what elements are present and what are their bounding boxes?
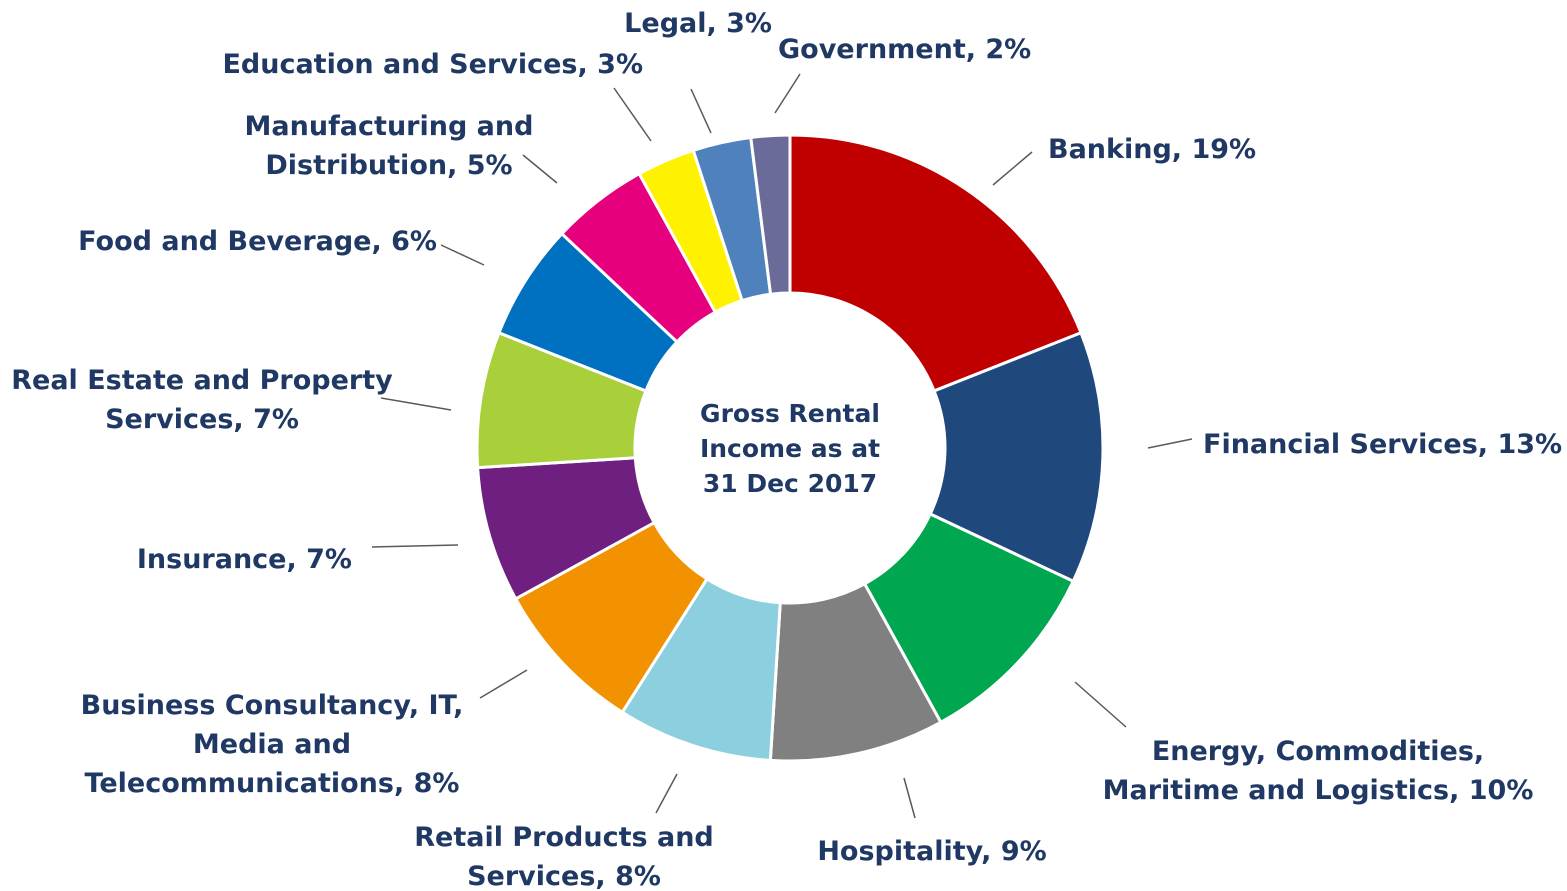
slice-1 — [788, 133, 1083, 393]
slice-label-5: Retail Products and Services, 8% — [414, 822, 714, 891]
slice-label-line: Energy, Commodities, — [1152, 736, 1484, 767]
slice-label-line: Media and — [193, 729, 351, 760]
slice-label-line: Distribution, 5% — [265, 150, 512, 181]
center-label-line: 31 Dec 2017 — [703, 469, 877, 498]
slice-2 — [928, 330, 1105, 584]
slice-label-line: Education and Services, 3% — [222, 49, 643, 80]
slice-label-1: Banking, 19% — [1048, 134, 1256, 165]
slice-label-3: Energy, Commodities, Maritime and Logisti… — [1103, 736, 1534, 806]
slice-label-line: Maritime and Logistics, 10% — [1103, 775, 1534, 806]
leader-line-4 — [903, 777, 916, 819]
slice-label-line: Business Consultancy, IT, — [81, 690, 464, 721]
slice-label-6: Business Consultancy, IT, Media and Teleco… — [81, 690, 464, 799]
slice-label-line: Food and Beverage, 6% — [78, 226, 437, 257]
slice-label-line: Financial Services, 13% — [1203, 429, 1562, 460]
slice-13 — [749, 133, 792, 296]
slice-label-8: Real Estate and Property Services, 7% — [11, 365, 393, 435]
slice-label-7: Insurance, 7% — [137, 544, 352, 575]
center-label: Gross Rental Income as at 31 Dec 2017 — [700, 399, 880, 498]
slice-label-9: Food and Beverage, 6% — [78, 226, 437, 257]
slice-label-10: Manufacturing and Distribution, 5% — [245, 111, 534, 181]
slice-label-line: Government, 2% — [778, 34, 1031, 65]
slice-label-line: Retail Products and — [414, 822, 714, 853]
leader-line-13 — [774, 73, 801, 114]
slice-label-12: Legal, 3% — [624, 8, 772, 39]
slice-label-line: Telecommunications, 8% — [85, 768, 460, 799]
slice-label-line: Hospitality, 9% — [817, 836, 1046, 867]
slice-label-line: Manufacturing and — [245, 111, 534, 142]
leader-line-2 — [1147, 438, 1193, 449]
slice-label-line: Insurance, 7% — [137, 544, 352, 575]
leader-line-8 — [380, 397, 452, 411]
donut-slices — [475, 133, 1105, 763]
leader-lines — [371, 73, 1193, 819]
leader-line-5 — [655, 773, 678, 814]
leader-line-12 — [690, 88, 712, 134]
slice-label-4: Hospitality, 9% — [817, 836, 1046, 867]
leader-line-3 — [1074, 681, 1127, 728]
slice-labels: Banking, 19% Financial Services, 13% Energ… — [11, 8, 1562, 891]
leader-line-1 — [992, 151, 1033, 186]
slice-label-line: Services, 7% — [105, 404, 299, 435]
leader-line-10 — [522, 154, 558, 184]
slice-label-line: Services, 8% — [467, 861, 661, 891]
slice-label-13: Government, 2% — [778, 34, 1031, 65]
slice-label-line: Real Estate and Property — [11, 365, 393, 396]
slice-label-2: Financial Services, 13% — [1203, 429, 1562, 460]
slice-label-line: Banking, 19% — [1048, 134, 1256, 165]
center-label-line: Gross Rental — [700, 399, 880, 428]
slice-label-11: Education and Services, 3% — [222, 49, 643, 80]
leader-line-6 — [479, 669, 528, 699]
slice-label-line: Legal, 3% — [624, 8, 772, 39]
leader-line-7 — [371, 544, 459, 548]
center-label-line: Income as at — [700, 434, 880, 463]
leader-line-11 — [613, 87, 652, 142]
leader-line-9 — [440, 244, 485, 266]
